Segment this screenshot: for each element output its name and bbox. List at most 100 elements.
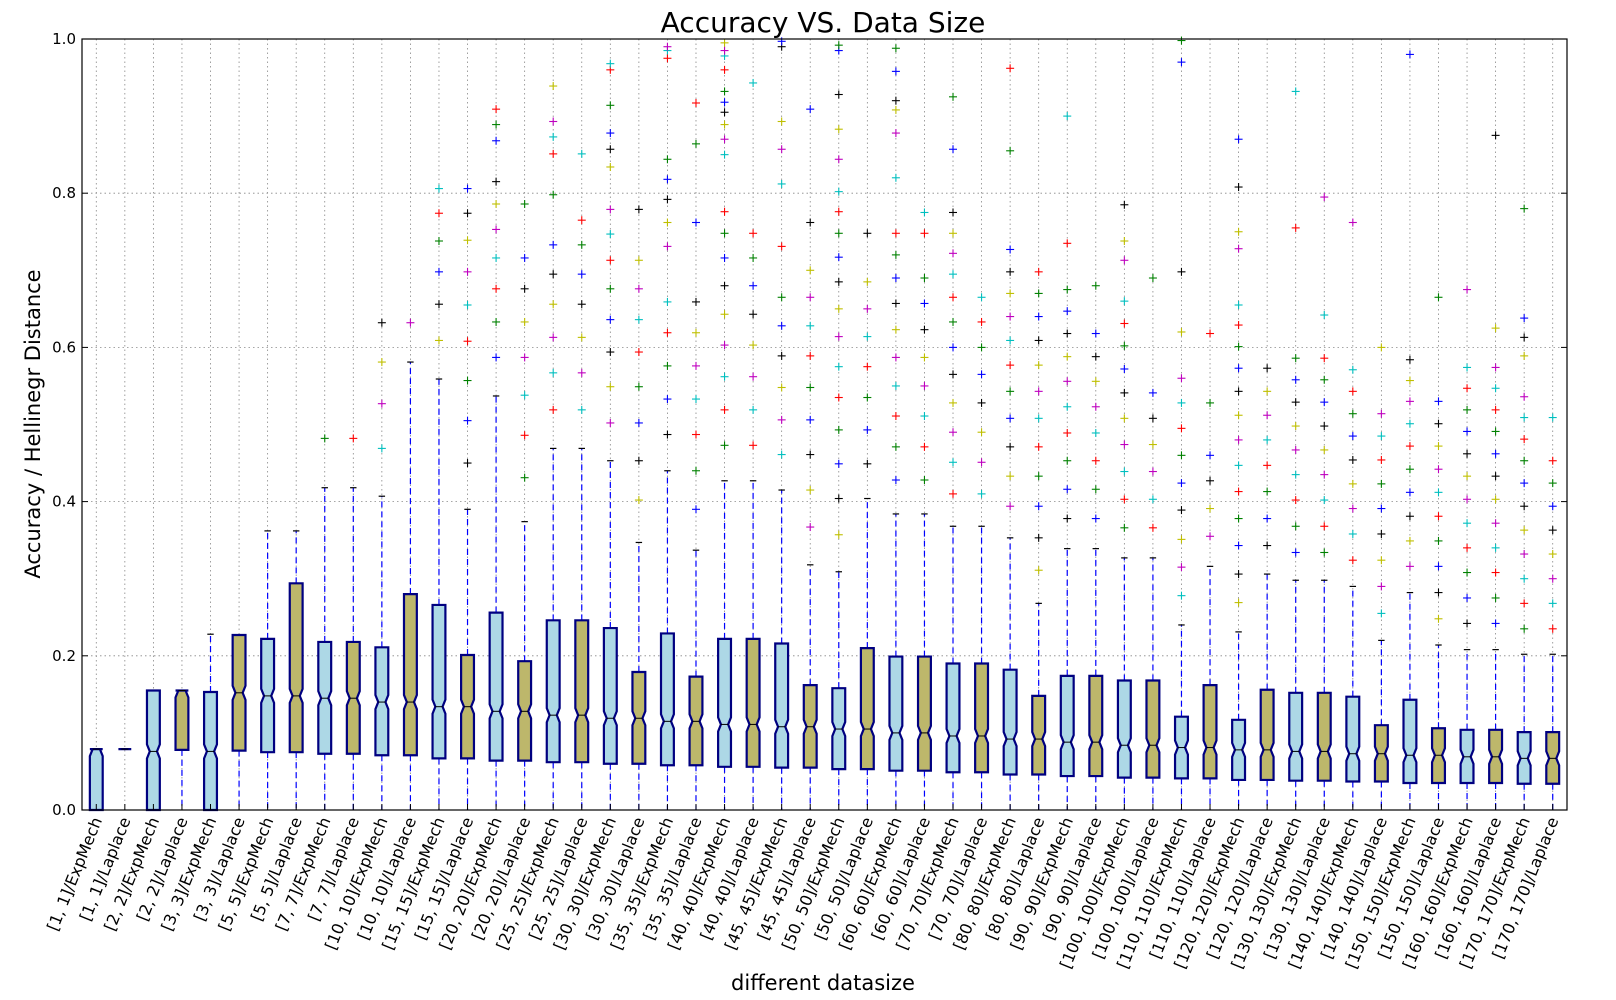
outlier-point [777,145,786,154]
outlier-point [1434,512,1443,521]
y-axis-label: Accuracy / Hellinegr Distance [21,269,45,578]
outlier-point [1320,398,1329,407]
outlier-point [834,41,843,50]
outlier-point [1034,472,1043,481]
outlier-point [720,120,729,129]
outlier-point [834,304,843,313]
outlier-point [949,343,958,352]
outlier-point [1120,388,1129,397]
y-tick-label: 0.6 [52,338,76,356]
outlier-point [1234,461,1243,470]
outlier-point [777,383,786,392]
chart-title: Accuracy VS. Data Size [661,6,986,39]
outlier-point [1263,411,1272,420]
outlier-point [1434,614,1443,623]
outlier-point [549,82,558,91]
outlier-point [1063,402,1072,411]
outlier-point [1006,502,1015,511]
outlier-point [1063,352,1072,361]
outlier-point [891,67,900,76]
outlier-point [1234,321,1243,330]
outlier-point [691,466,700,475]
outlier-point [949,398,958,407]
outlier-point [1006,289,1015,298]
outlier-point [834,90,843,99]
outlier-point [606,315,615,324]
outlier-point [492,253,501,262]
outlier-point [1148,388,1157,397]
outlier-point [1177,58,1186,67]
outlier-point [1148,274,1157,283]
plot-frame [81,38,1568,811]
outlier-point [1548,550,1557,559]
outlier-point [1548,526,1557,535]
outlier-point [1434,293,1443,302]
outlier-point [834,277,843,286]
outlier-point [663,328,672,337]
outlier-point [577,216,586,225]
outlier-point [834,187,843,196]
box-expmech [88,747,104,812]
outlier-point [806,105,815,114]
outlier-point [1091,329,1100,338]
box-laplace [574,619,590,764]
outlier-point [1320,422,1329,431]
outlier-point [1434,488,1443,497]
outlier-point [1291,354,1300,363]
outlier-point [1034,442,1043,451]
box-expmech [602,626,618,765]
outlier-point [634,418,643,427]
outlier-point [920,208,929,217]
outlier-point [1491,495,1500,504]
outlier-point [777,415,786,424]
outlier-point [1377,582,1386,591]
outlier-point [549,405,558,414]
outlier-point [492,284,501,293]
outlier-point [1177,327,1186,336]
outlier-point [1263,461,1272,470]
outlier-point [949,370,958,379]
box-laplace [1202,683,1218,780]
outlier-point [606,230,615,239]
outlier-point [1348,218,1357,227]
outlier-point [834,459,843,468]
outlier-point [863,277,872,286]
outlier-point [577,405,586,414]
outlier-point [977,398,986,407]
outlier-point [1348,556,1357,565]
outlier-point [749,405,758,414]
outlier-point [1120,523,1129,532]
outlier-point [891,44,900,53]
outlier-point [634,382,643,391]
outlier-point [1463,449,1472,458]
outlier-point [777,321,786,330]
y-tick-label: 0.0 [52,801,76,819]
outlier-point [1091,428,1100,437]
outlier-point [1206,532,1215,541]
outlier-point [1120,364,1129,373]
outlier-point [749,78,758,87]
y-tick-label: 0.4 [52,493,76,511]
outlier-point [1177,424,1186,433]
outlier-point [806,351,815,360]
outlier-point [749,341,758,350]
outlier-point [663,430,672,439]
outlier-point [1177,506,1186,515]
box-expmech [888,655,904,772]
outlier-point [492,317,501,326]
outlier-point [1206,504,1215,513]
outlier-point [549,149,558,158]
outlier-point [1463,384,1472,393]
outlier-point [1263,541,1272,550]
outlier-point [1034,566,1043,575]
outlier-point [1320,496,1329,505]
outlier-point [349,434,358,443]
outlier-point [1548,502,1557,511]
outlier-point [1291,422,1300,431]
outlier-point [1177,535,1186,544]
box-expmech [1288,691,1304,782]
outlier-point [577,240,586,249]
outlier-point [1348,432,1357,441]
outlier-point [1434,442,1443,451]
